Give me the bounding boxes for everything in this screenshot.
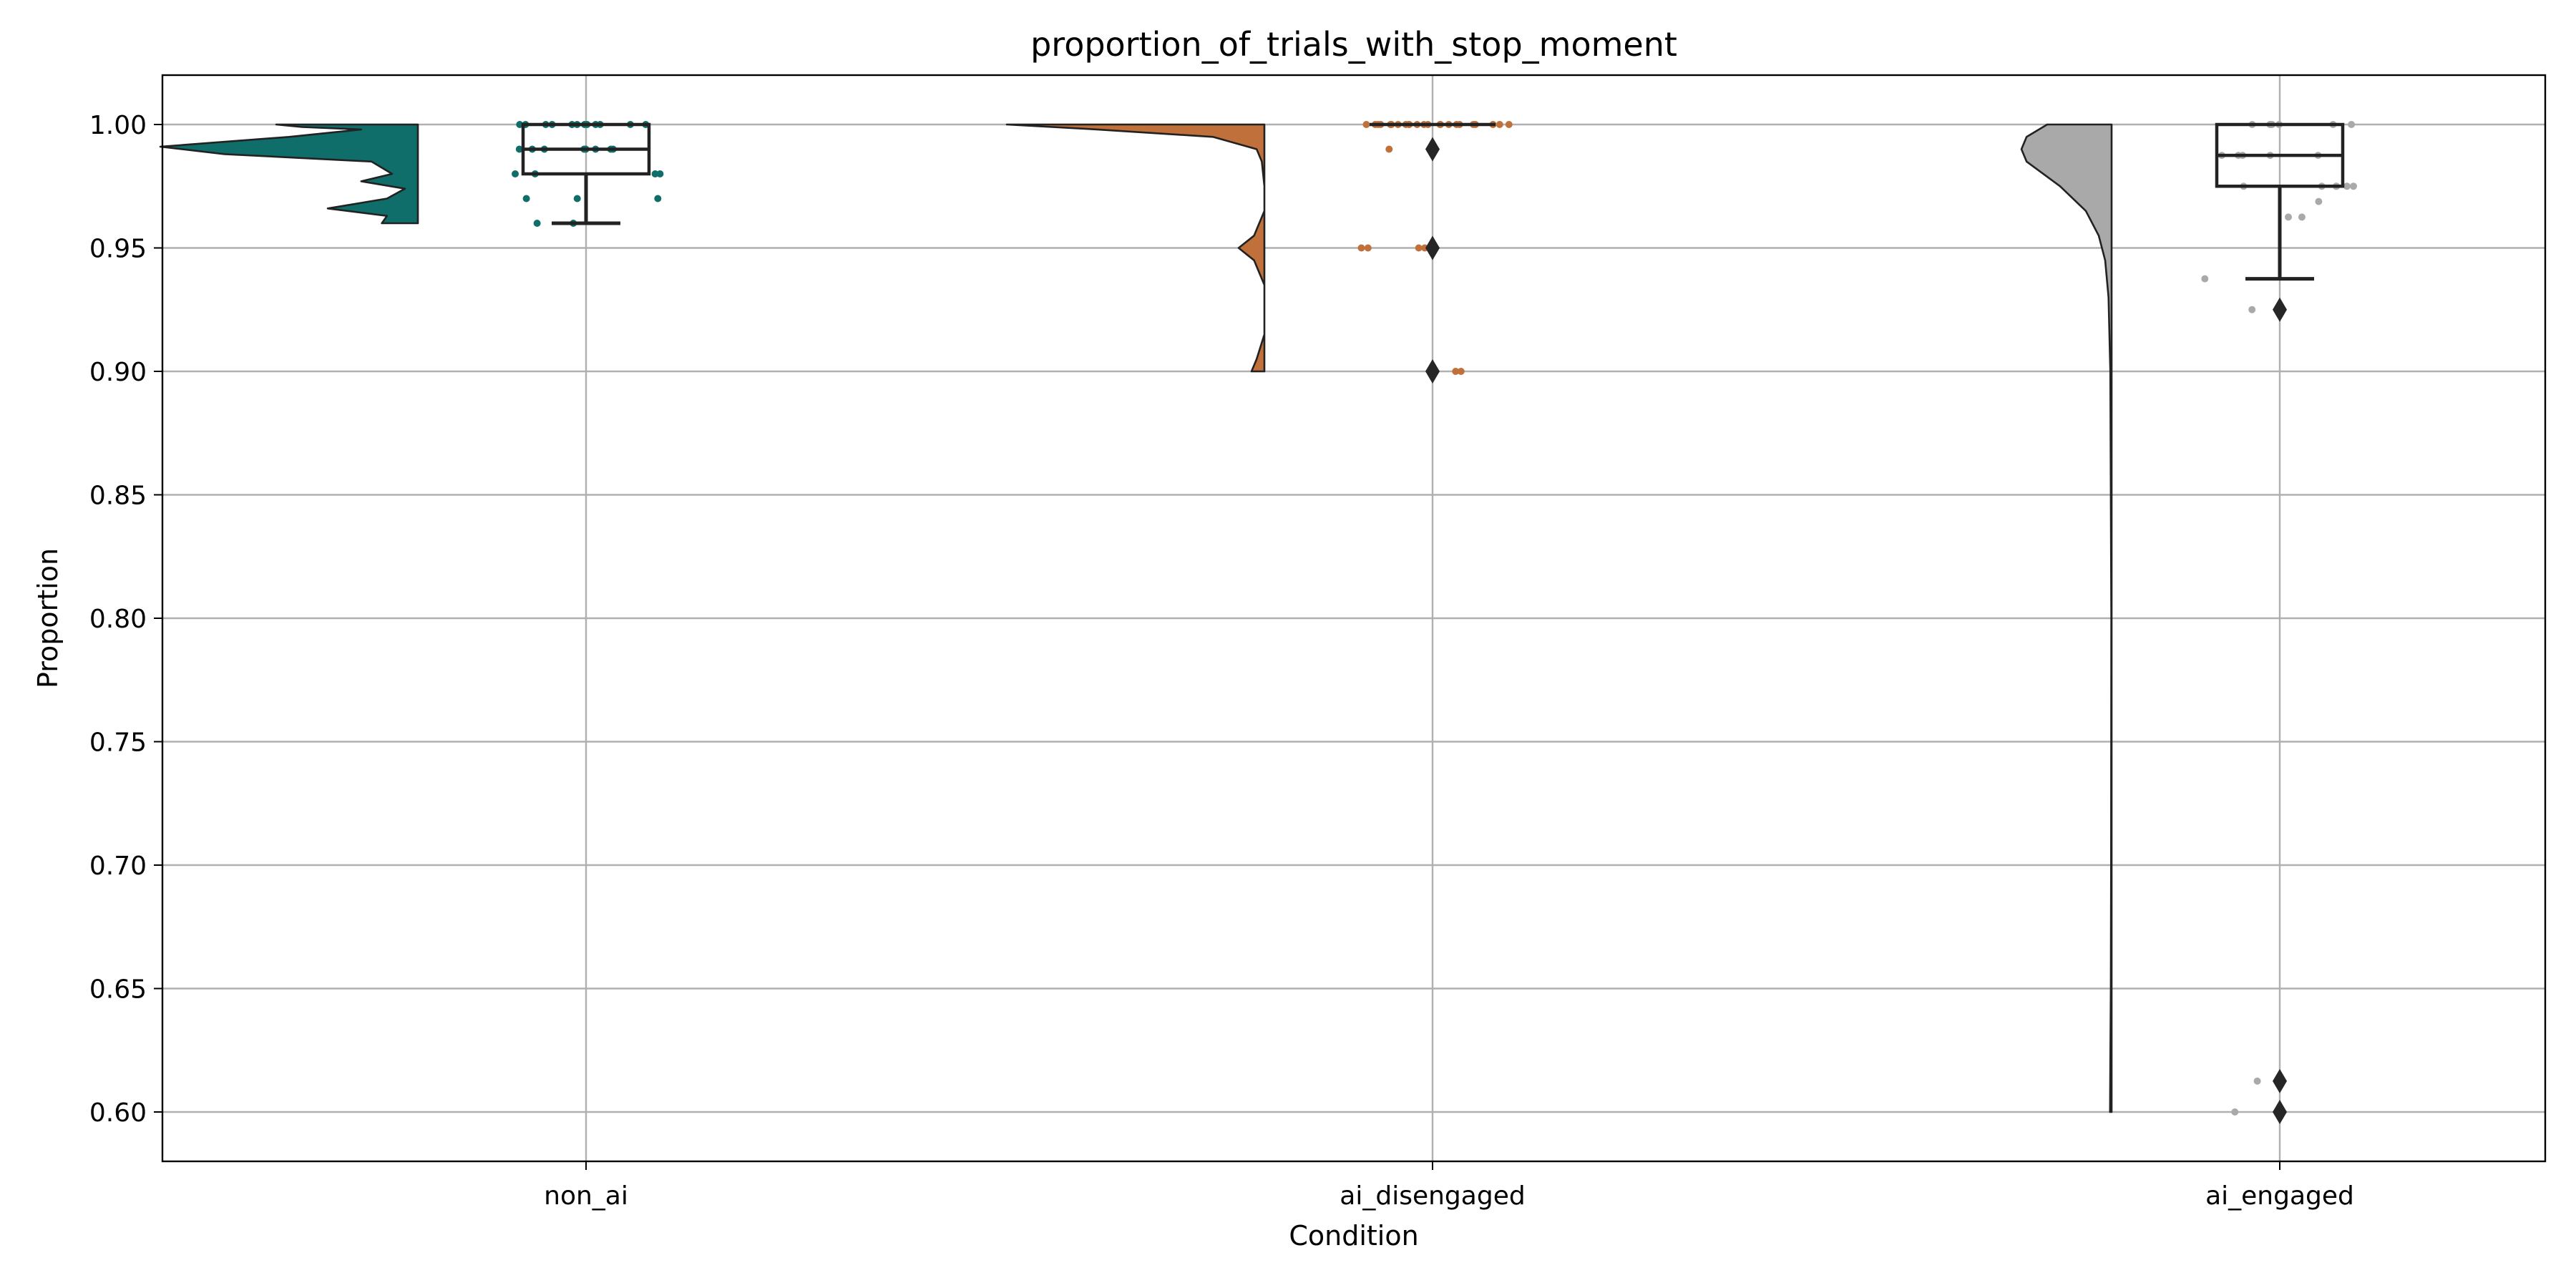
data-point-non_ai: [533, 220, 541, 227]
data-point-ai_disengaged: [1362, 121, 1370, 128]
data-point-ai_engaged: [2350, 182, 2357, 190]
data-point-ai_engaged: [2315, 197, 2323, 205]
y-tick-label: 0.85: [89, 482, 147, 511]
outlier-ai_disengaged: [1425, 359, 1440, 384]
data-point-ai_engaged: [2343, 182, 2351, 190]
y-tick-label: 0.90: [89, 358, 147, 387]
x-tick-label: ai_disengaged: [1340, 1181, 1525, 1211]
y-axis-label: Proportion: [32, 548, 64, 688]
density-cloud-ai_engaged: [2020, 123, 2113, 1113]
data-point-ai_disengaged: [1496, 121, 1503, 128]
data-point-ai_disengaged: [1364, 244, 1372, 252]
box-plots: [521, 122, 2345, 1124]
data-point-non_ai: [654, 195, 662, 203]
x-tick-label: non_ai: [544, 1181, 628, 1211]
data-point-ai_engaged: [2231, 1108, 2239, 1116]
outlier-ai_engaged: [2273, 297, 2287, 322]
data-point-ai_engaged: [2348, 121, 2356, 128]
outlier-ai_engaged: [2273, 1100, 2287, 1124]
x-axis-label: Condition: [1289, 1220, 1418, 1252]
data-point-ai_disengaged: [1505, 121, 1513, 128]
y-tick-label: 0.80: [89, 605, 147, 634]
data-point-ai_disengaged: [1452, 368, 1460, 375]
y-tick-label: 0.70: [89, 852, 147, 881]
y-tick-label: 0.75: [89, 728, 147, 758]
axis-ticks: 0.60 0.65 0.70 0.75 0.80 0.85 0.90 0.95 1.00 non_…: [89, 111, 2354, 1211]
data-point-ai_engaged: [2248, 306, 2256, 313]
density-clouds: [159, 123, 2113, 1113]
x-tick-label: ai_engaged: [2205, 1181, 2354, 1211]
y-tick-label: 0.65: [89, 975, 147, 1005]
data-point-ai_engaged: [2201, 275, 2209, 283]
chart-title: proportion_of_trials_with_stop_moment: [1030, 25, 1677, 64]
outlier-ai_engaged: [2273, 1068, 2287, 1093]
data-point-ai_engaged: [2298, 213, 2306, 221]
outlier-ai_disengaged: [1425, 137, 1440, 162]
outlier-ai_disengaged: [1425, 235, 1440, 260]
y-tick-label: 0.60: [89, 1098, 147, 1128]
data-point-non_ai: [512, 170, 519, 177]
data-point-non_ai: [515, 145, 523, 153]
density-cloud-non_ai: [159, 123, 419, 225]
density-cloud-ai_disengaged: [1005, 123, 1266, 373]
data-point-ai_disengaged: [1385, 145, 1393, 153]
data-point-non_ai: [573, 195, 581, 203]
y-tick-label: 1.00: [89, 111, 147, 140]
data-point-ai_engaged: [2285, 213, 2292, 221]
data-point-non_ai: [522, 195, 530, 203]
data-point-ai_engaged: [2253, 1077, 2261, 1085]
data-point-ai_disengaged: [1457, 368, 1465, 375]
data-point-non_ai: [656, 170, 664, 177]
data-point-ai_disengaged: [1415, 244, 1423, 252]
data-point-ai_disengaged: [1357, 244, 1365, 252]
y-tick-label: 0.95: [89, 235, 147, 264]
